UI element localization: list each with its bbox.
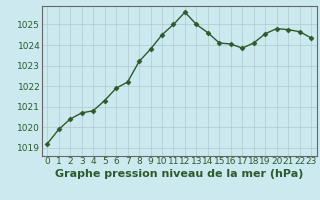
X-axis label: Graphe pression niveau de la mer (hPa): Graphe pression niveau de la mer (hPa): [55, 169, 303, 179]
